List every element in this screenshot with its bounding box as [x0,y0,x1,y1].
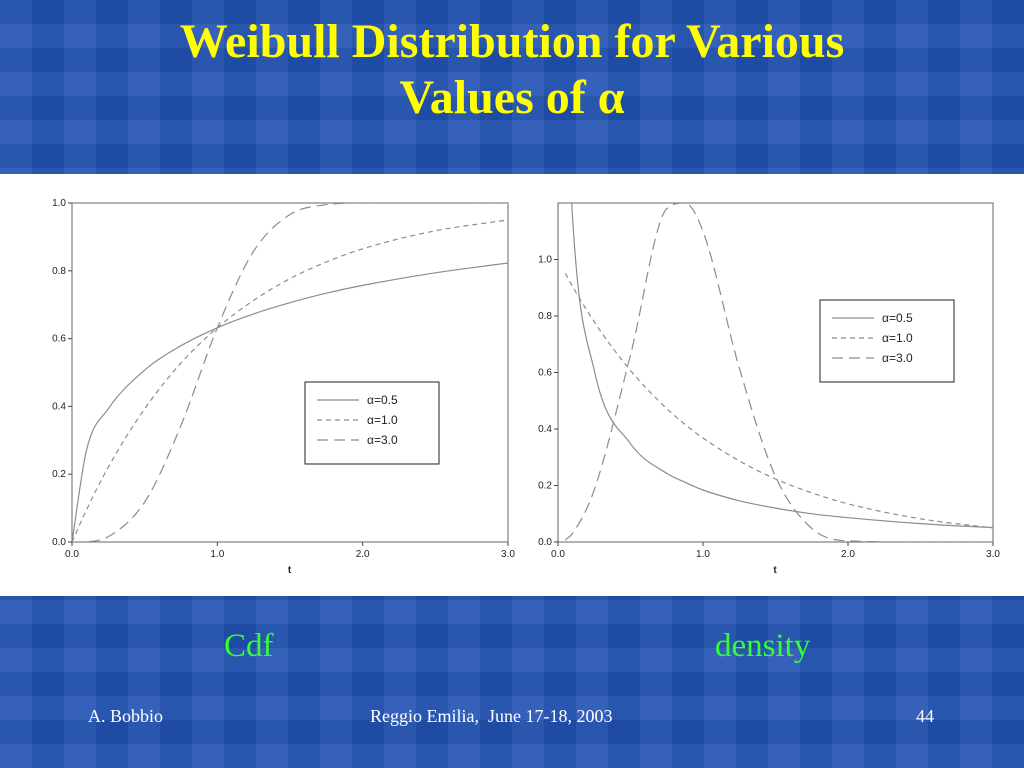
title-line-2: Values of α [399,71,625,124]
series-group [72,203,508,542]
x-tick-label: 1.0 [696,549,710,560]
y-tick-label: 0.2 [52,469,66,480]
series-line [571,203,993,529]
footer-author: A. Bobbio [88,706,164,726]
x-tick-label: 1.0 [210,549,224,560]
series-line [72,219,508,542]
caption-density: density [715,628,811,664]
y-tick-label: 0.6 [52,334,66,345]
y-tick-label: 1.0 [52,198,66,209]
density-chart: 0.0 0.2 0.4 0.6 0.8 1.0 0.0 1.0 2.0 3.0 t α=0.5 α=1.… [538,202,1000,576]
series-line [72,262,508,542]
y-tick-label: 0.8 [52,266,66,277]
plot-frame [71,202,509,543]
x-tick-label: 3.0 [986,549,1000,560]
x-tick-label: 2.0 [356,549,370,560]
chart-panel: 0.0 0.2 0.4 0.6 0.8 1.0 0.0 1.0 2.0 3.0 t α=0.5 α=1.… [0,174,1024,596]
legend-label: α=1.0 [882,331,913,345]
legend-label: α=1.0 [367,413,398,427]
legend-box [304,381,440,465]
x-axis-label: t [288,565,292,576]
legend-label: α=3.0 [882,351,913,365]
caption-cdf: Cdf [224,628,274,664]
x-tick-label: 3.0 [501,549,515,560]
y-tick-label: 1.0 [538,255,552,266]
y-tick-label: 0.0 [538,537,552,548]
x-tick-label: 0.0 [551,549,565,560]
title-line-1: Weibull Distribution for Various [179,15,845,68]
x-tick-label: 0.0 [65,549,79,560]
y-tick-label: 0.8 [538,311,552,322]
footer-event: Reggio Emilia, June 17-18, 2003 [370,706,613,726]
legend-label: α=3.0 [367,433,398,447]
y-tick-label: 0.6 [538,368,552,379]
series-line [72,203,508,542]
legend-box [819,299,955,383]
y-tick-label: 0.0 [52,537,66,548]
x-tick-label: 2.0 [841,549,855,560]
legend-label: α=0.5 [882,311,913,325]
legend-label: α=0.5 [367,393,398,407]
cdf-chart: 0.0 0.2 0.4 0.6 0.8 1.0 0.0 1.0 2.0 3.0 t α=0.5 α=1.… [52,198,515,576]
series-group [564,203,993,542]
y-tick-label: 0.2 [538,481,552,492]
series-line [564,273,993,529]
y-tick-label: 0.4 [538,424,552,435]
footer-page-number: 44 [916,706,934,726]
slide-title: Weibull Distribution for Various Values … [0,14,1024,126]
y-tick-label: 0.4 [52,401,66,412]
x-axis-label: t [773,565,777,576]
